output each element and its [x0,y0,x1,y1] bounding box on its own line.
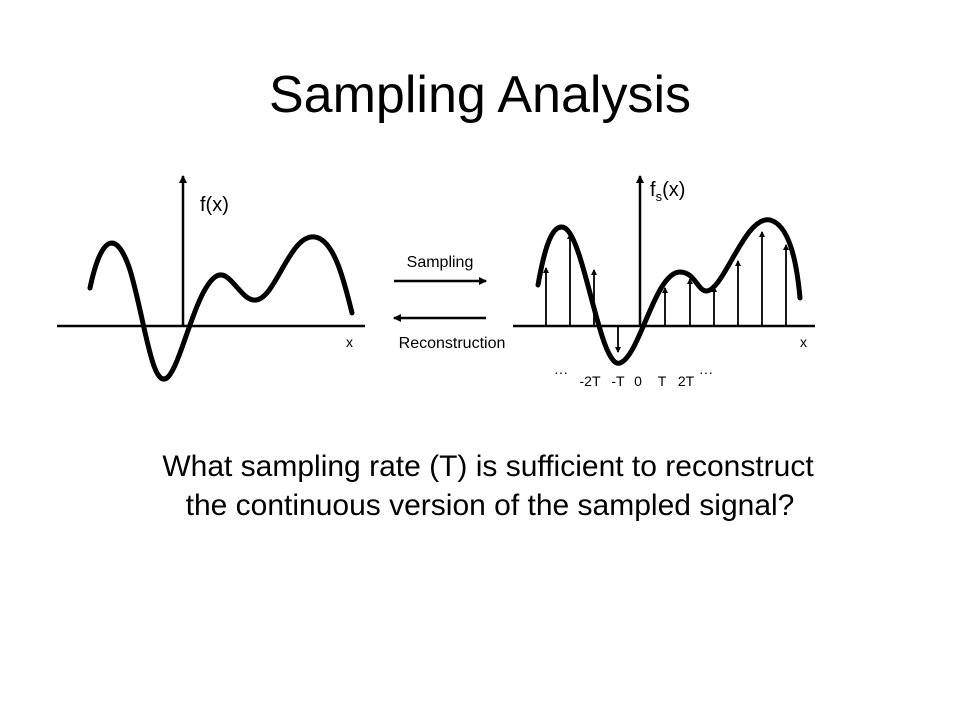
sample-stems [543,231,789,353]
sampling-label: Sampling [407,254,474,271]
tick-label: -2T [580,373,601,389]
tick-label: T [658,373,667,389]
tick-label: ··· [699,364,713,380]
title: Sampling Analysis [269,66,691,124]
y-label-subscript: s [656,189,663,204]
tick-label: ··· [554,364,568,380]
y-label-arg: (x) [662,179,685,201]
tick-label: 0 [634,373,642,389]
left-plot [57,175,365,382]
question-line: What sampling rate (T) is sufficient to … [162,450,814,483]
question-line: the continuous version of the sampled si… [186,489,795,522]
signal-curve [535,217,803,366]
right-plot [513,175,815,366]
x-label: x [800,334,807,350]
signal-curve [87,234,355,382]
x-label: x [346,334,353,350]
reconstruction-label: Reconstruction [399,335,506,352]
tick-label: 2T [678,373,695,389]
y-label: fs(x) [650,179,685,204]
tick-labels: ··· -2T -T 0 T 2T ··· [554,364,713,389]
y-label: f(x) [200,194,229,216]
tick-label: -T [611,373,625,389]
y-label-base: f [650,179,656,201]
